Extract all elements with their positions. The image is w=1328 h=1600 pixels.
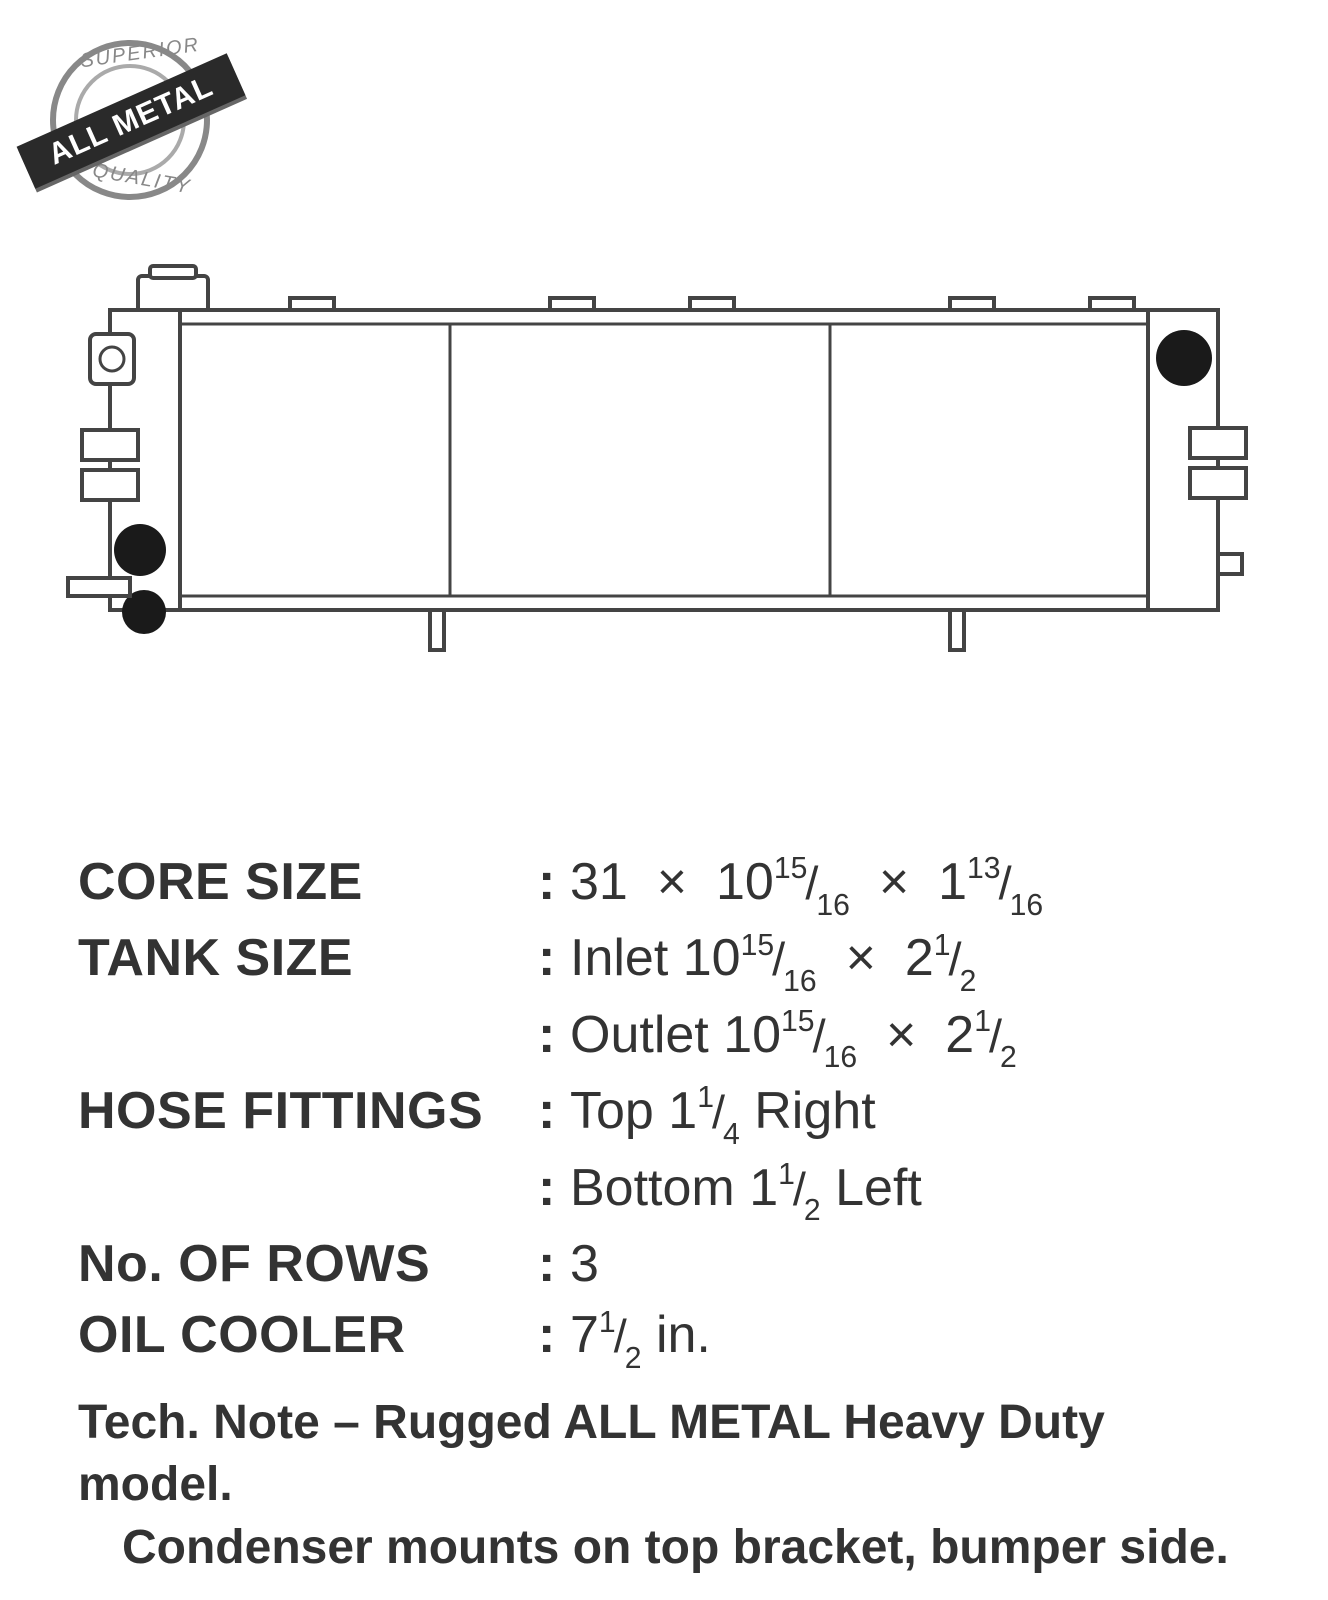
fraction: 11/2 <box>749 1156 821 1226</box>
spec-value: Top 11/4 Right <box>570 1079 1258 1149</box>
fraction: 71/2 <box>570 1303 642 1373</box>
spec-sheet: SUPERIOR QUALITY ALL METAL CORE SIZE : 3… <box>0 0 1328 1600</box>
spec-colon: : <box>538 1003 570 1069</box>
specifications-list: CORE SIZE : 31 × 1015/16 × 113/16 TANK S… <box>78 850 1258 1579</box>
tech-note: Tech. Note – Rugged ALL METAL Heavy Duty… <box>78 1392 1258 1579</box>
spec-label: TANK SIZE <box>78 926 538 992</box>
spec-value: Inlet 1015/16 × 21/2 <box>570 926 1258 996</box>
spec-tank-size-inlet: TANK SIZE : Inlet 1015/16 × 21/2 <box>78 926 1258 996</box>
spec-oil-cooler: OIL COOLER : 71/2 in. <box>78 1303 1258 1373</box>
spec-colon: : <box>538 926 570 992</box>
radiator-diagram <box>50 250 1278 690</box>
spec-label <box>78 1156 538 1222</box>
spec-value: 31 × 1015/16 × 113/16 <box>570 850 1258 920</box>
spec-hose-bottom: : Bottom 11/2 Left <box>78 1156 1258 1226</box>
spec-label: OIL COOLER <box>78 1303 538 1369</box>
spec-label: CORE SIZE <box>78 850 538 916</box>
all-metal-badge: SUPERIOR QUALITY ALL METAL <box>30 20 230 210</box>
spec-value: Outlet 1015/16 × 21/2 <box>570 1003 1258 1073</box>
fraction: 21/2 <box>905 926 977 996</box>
spec-tank-size-outlet: : Outlet 1015/16 × 21/2 <box>78 1003 1258 1073</box>
tech-note-line2: Condenser mounts on top bracket, bumper … <box>78 1517 1258 1579</box>
tech-note-line1: Tech. Note – Rugged ALL METAL Heavy Duty… <box>78 1396 1105 1511</box>
spec-colon: : <box>538 1232 570 1298</box>
spec-colon: : <box>538 1156 570 1222</box>
fraction: 1015/16 <box>683 926 817 996</box>
fraction: 113/16 <box>938 850 1043 920</box>
fraction: 11/4 <box>668 1079 740 1149</box>
spec-colon: : <box>538 850 570 916</box>
spec-value: Bottom 11/2 Left <box>570 1156 1258 1226</box>
fraction: 1015/16 <box>716 850 850 920</box>
fraction: 1015/16 <box>723 1003 857 1073</box>
spec-colon: : <box>538 1303 570 1369</box>
spec-label: No. OF ROWS <box>78 1232 538 1298</box>
spec-value: 3 <box>570 1232 1258 1298</box>
spec-core-size: CORE SIZE : 31 × 1015/16 × 113/16 <box>78 850 1258 920</box>
spec-value: 71/2 in. <box>570 1303 1258 1373</box>
spec-colon: : <box>538 1079 570 1145</box>
radiator-svg <box>50 250 1278 690</box>
spec-hose-top: HOSE FITTINGS : Top 11/4 Right <box>78 1079 1258 1149</box>
spec-label: HOSE FITTINGS <box>78 1079 538 1145</box>
spec-rows: No. OF ROWS : 3 <box>78 1232 1258 1298</box>
spec-label <box>78 1003 538 1069</box>
fraction: 21/2 <box>945 1003 1017 1073</box>
